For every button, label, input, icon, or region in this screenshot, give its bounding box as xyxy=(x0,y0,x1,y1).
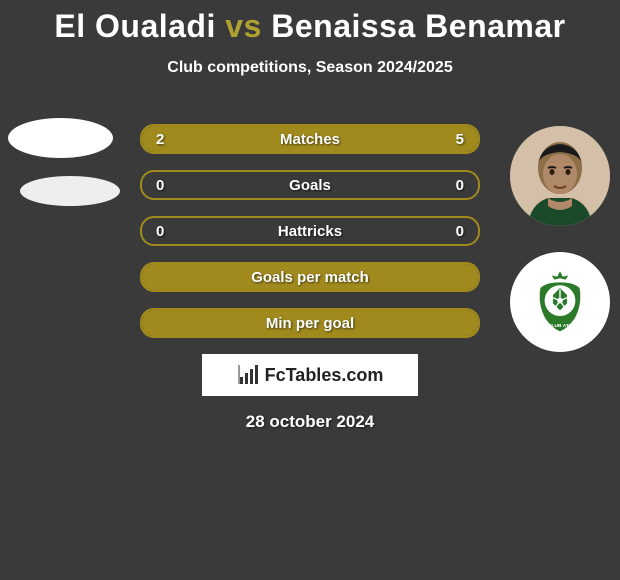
stats-comparison: 2Matches50Goals00Hattricks0Goals per mat… xyxy=(140,124,480,354)
stat-left-value: 0 xyxy=(156,223,176,240)
bar-chart-icon xyxy=(237,363,261,387)
stat-row: 2Matches5 xyxy=(140,124,480,154)
page-title: El Oualadi vs Benaissa Benamar xyxy=(0,0,620,45)
stat-text: 2Matches5 xyxy=(142,131,478,148)
stat-row: Goals per match xyxy=(140,262,480,292)
stat-text: 0Hattricks0 xyxy=(142,223,478,240)
watermark-text: FcTables.com xyxy=(265,365,384,386)
stat-left-value: 0 xyxy=(156,177,176,194)
title-suffix: Benaissa Benamar xyxy=(262,8,566,44)
stat-label: Goals xyxy=(176,177,444,194)
title-vs: vs xyxy=(225,8,262,44)
stat-label: Goals per match xyxy=(176,269,444,286)
club-crest-icon: RAJA CLUB ATHLETIC xyxy=(525,267,595,337)
title-prefix: El Oualadi xyxy=(54,8,225,44)
stat-row: Min per goal xyxy=(140,308,480,338)
stat-row: 0Goals0 xyxy=(140,170,480,200)
subtitle: Club competitions, Season 2024/2025 xyxy=(0,59,620,77)
stat-row: 0Hattricks0 xyxy=(140,216,480,246)
player-right-avatar xyxy=(510,126,610,226)
stat-right-value: 5 xyxy=(444,131,464,148)
stat-right-value: 0 xyxy=(444,177,464,194)
stat-label: Hattricks xyxy=(176,223,444,240)
player-left-avatar-placeholder-1 xyxy=(8,118,113,158)
stat-text: Goals per match xyxy=(142,269,478,286)
club-right-badge: RAJA CLUB ATHLETIC xyxy=(510,252,610,352)
stat-left-value: 2 xyxy=(156,131,176,148)
player-left-avatar-placeholder-2 xyxy=(20,176,120,206)
watermark: FcTables.com xyxy=(202,354,418,396)
stat-text: 0Goals0 xyxy=(142,177,478,194)
person-icon xyxy=(510,126,610,226)
stat-right-value: 0 xyxy=(444,223,464,240)
stat-text: Min per goal xyxy=(142,315,478,332)
svg-text:RAJA CLUB ATHLETIC: RAJA CLUB ATHLETIC xyxy=(533,323,587,329)
stat-label: Min per goal xyxy=(176,315,444,332)
date: 28 october 2024 xyxy=(0,412,620,432)
stat-label: Matches xyxy=(176,131,444,148)
